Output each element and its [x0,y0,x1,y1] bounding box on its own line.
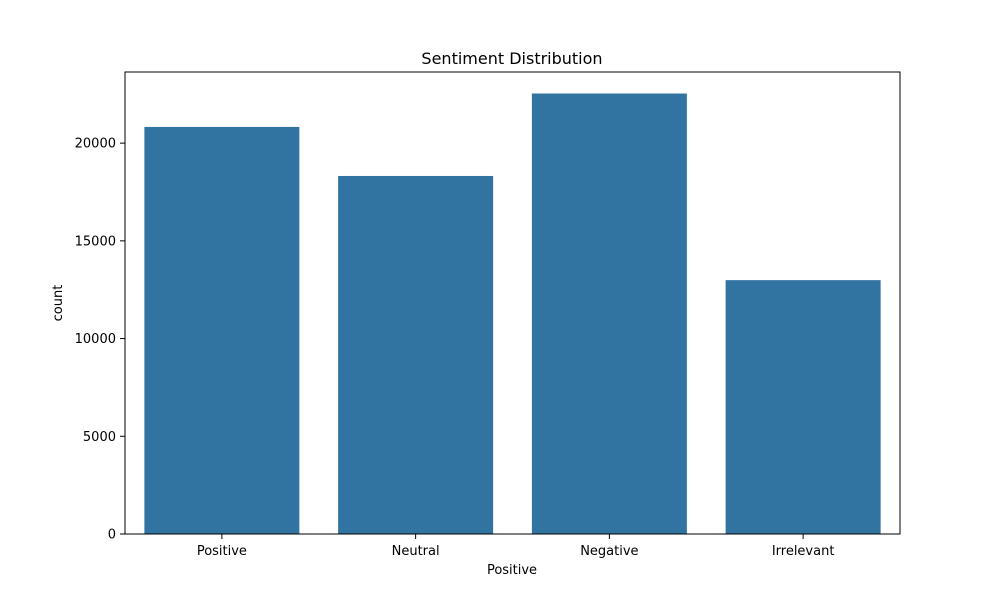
y-tick-label: 0 [108,528,116,543]
y-axis: 0 5000 10000 15000 20000 [75,137,125,543]
bar-irrelevant [725,280,881,534]
plot-area-frame [124,71,901,535]
bar-positive [144,126,300,534]
x-tick-label: Positive [197,544,247,559]
y-tick-label: 5000 [83,430,116,445]
x-tick-label: Irrelevant [772,544,835,559]
bar-neutral [338,175,494,534]
bars-layer [144,93,881,534]
chart-title: Sentiment Distribution [421,49,602,68]
x-tick-label: Neutral [392,544,440,559]
x-axis: Positive Neutral Negative Irrelevant [197,534,835,559]
y-tick-label: 10000 [75,332,116,347]
x-tick-label: Negative [580,544,638,559]
bar-negative [531,93,687,534]
y-tick-label: 15000 [75,234,116,249]
y-axis-label: count [51,285,66,322]
x-axis-label: Positive [487,563,537,578]
y-tick-label: 20000 [75,137,116,152]
